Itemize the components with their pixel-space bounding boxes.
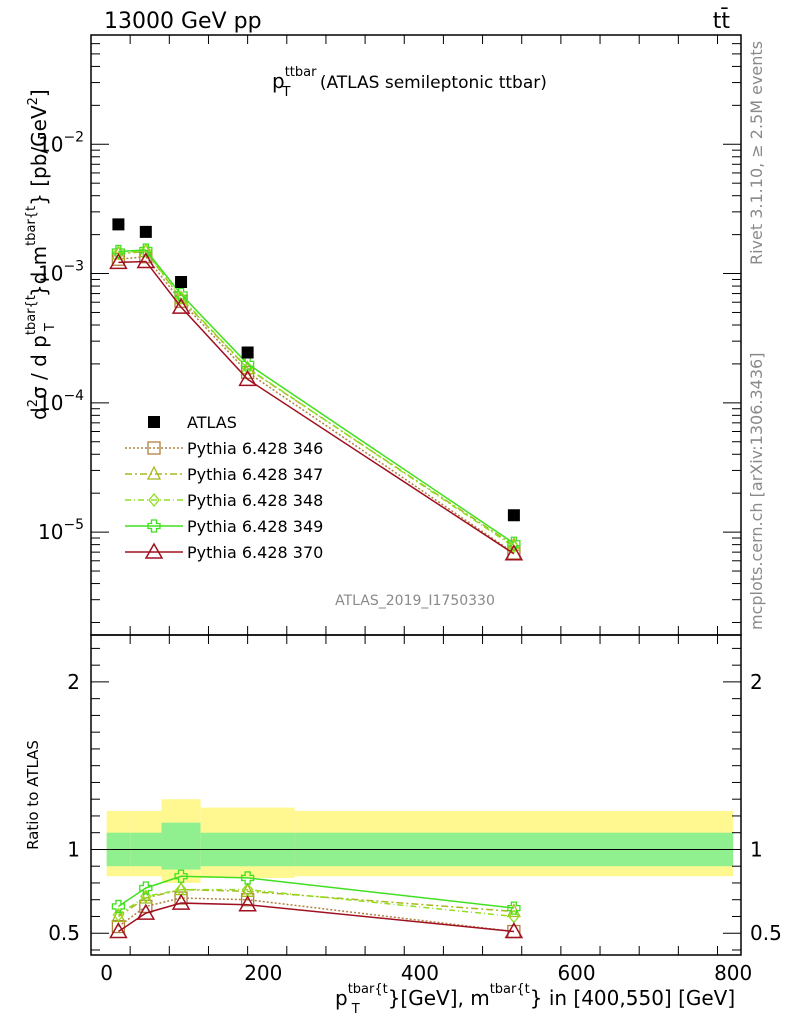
ratio-series-point-4-1 — [136, 903, 156, 920]
main-y-tick-label: 10−2 — [38, 129, 84, 156]
legend-marker-3 — [147, 519, 161, 533]
main-series-point-4-0 — [109, 252, 128, 270]
main-series-point-4-2 — [171, 297, 191, 314]
header-left: 13000 GeV pp — [104, 9, 262, 34]
ratio-y-tick-label-right: 2 — [750, 670, 763, 694]
x-axis-label: ptbar{t T}[GeV], mtbar{t} in [400,550] [G… — [335, 982, 735, 1017]
ratio-series-point-0-2 — [174, 891, 188, 905]
ratio-series-line-4 — [117, 902, 514, 933]
x-tick-label: 600 — [557, 961, 595, 985]
main-series-point-3-3 — [240, 357, 255, 371]
x-tick-label: 400 — [401, 961, 439, 985]
inner-band-2 — [161, 822, 201, 870]
ratio-plot-frame — [90, 634, 742, 956]
main-series-point-2-4 — [508, 539, 520, 554]
atlas-data-point-1 — [139, 225, 152, 238]
x-tick-label: 800 — [714, 961, 752, 985]
ratio-y-ticks: 0.5 0.5 1 1 2 2 — [48, 647, 782, 951]
legend-label-4: Pythia 6.428 370 — [187, 543, 323, 562]
ratio-series-line-1 — [117, 888, 514, 918]
main-y-tick-label: 10−3 — [38, 259, 84, 286]
ratio-series-point-4-2 — [171, 893, 191, 910]
legend-label-2: Pythia 6.428 348 — [187, 491, 323, 510]
header-right: tt̄ — [713, 8, 731, 34]
ratio-series-point-3-3 — [240, 871, 255, 885]
atlas-data-point-2 — [175, 276, 188, 289]
legend-label-1: Pythia 6.428 347 — [187, 465, 323, 484]
ratio-series-line-3 — [117, 875, 514, 909]
main-series-line-4 — [118, 260, 515, 555]
atlas-data-point-4 — [507, 509, 520, 522]
ratio-series-point-2-1 — [139, 889, 152, 904]
legend-label-0: Pythia 6.428 346 — [187, 439, 323, 458]
ratio-series-point-4-3 — [238, 895, 257, 912]
ratio-series-line-2 — [117, 888, 514, 918]
atlas-data-point-3 — [241, 346, 254, 359]
legend-marker-atlas — [148, 416, 160, 428]
ratio-uncertainty-bands — [106, 799, 734, 883]
ratio-y-tick-label-right: 0.5 — [750, 921, 782, 945]
legend-marker-4 — [144, 542, 164, 559]
ratio-y-tick-label-left: 1 — [67, 837, 80, 861]
ratio-series-point-3-0 — [111, 899, 126, 914]
ratio-series-point-3-1 — [139, 881, 153, 895]
ratio-y-tick-label-left: 0.5 — [48, 921, 80, 945]
analysis-watermark: ATLAS_2019_I1750330 — [335, 593, 495, 609]
legend-marker-0 — [147, 441, 161, 455]
main-series-point-3-2 — [174, 287, 188, 302]
ratio-y-axis-label: Ratio to ATLAS — [24, 740, 42, 850]
ratio-series-point-2-0 — [112, 907, 125, 922]
atlas-data-point-0 — [112, 218, 125, 231]
main-series-point-4-3 — [238, 369, 257, 387]
main-series-point-2-1 — [139, 243, 152, 258]
main-series-line-2 — [118, 249, 515, 548]
legend-marker-1 — [146, 465, 162, 480]
main-y-ticks: 10−5 10−4 10−3 10−2 — [38, 34, 741, 623]
main-series-point-3-1 — [139, 243, 153, 257]
mcplots-label: mcplots.cern.ch [arXiv:1306.3436] — [747, 353, 766, 630]
main-series-line-0 — [118, 255, 515, 554]
ratio-y-tick-label-left: 2 — [67, 670, 80, 694]
main-y-axis-label: d2σ / d ptbar{t T}d mtbar{t} [pb/GeV2] — [24, 89, 58, 420]
legend: ATLAS Pythia 6.428 346 Pythia 6.428 347 Pyt… — [125, 413, 323, 562]
ratio-series-line-0 — [117, 897, 514, 933]
ratio-series-point-3-2 — [174, 869, 188, 883]
legend-label-3: Pythia 6.428 349 — [187, 517, 323, 536]
main-series-point-4-4 — [504, 544, 524, 561]
x-axis-ticks: 0 200 400 600 800 — [90, 35, 752, 985]
plot-title: pttbar T (ATLAS semileptonic ttbar) — [272, 65, 547, 100]
main-y-tick-label: 10−5 — [38, 517, 84, 544]
main-series-group — [109, 218, 524, 561]
rivet-label: Rivet 3.1.10, ≥ 2.5M events — [747, 41, 766, 265]
x-tick-label: 0 — [100, 961, 113, 985]
main-series-line-3 — [118, 249, 515, 544]
ratio-series-group — [109, 869, 524, 939]
ratio-y-tick-label-right: 1 — [750, 837, 763, 861]
ratio-series-point-0-3 — [240, 893, 255, 907]
main-y-tick-label: 10−4 — [38, 388, 84, 415]
legend-marker-2 — [148, 492, 160, 508]
main-series-point-4-1 — [136, 251, 156, 269]
ratio-series-point-4-4 — [504, 922, 524, 939]
x-tick-label: 200 — [244, 961, 282, 985]
ratio-series-point-4-0 — [109, 922, 128, 939]
main-series-point-2-2 — [175, 290, 187, 305]
legend-label-atlas: ATLAS — [187, 413, 237, 432]
ratio-series-point-3-4 — [507, 901, 521, 915]
